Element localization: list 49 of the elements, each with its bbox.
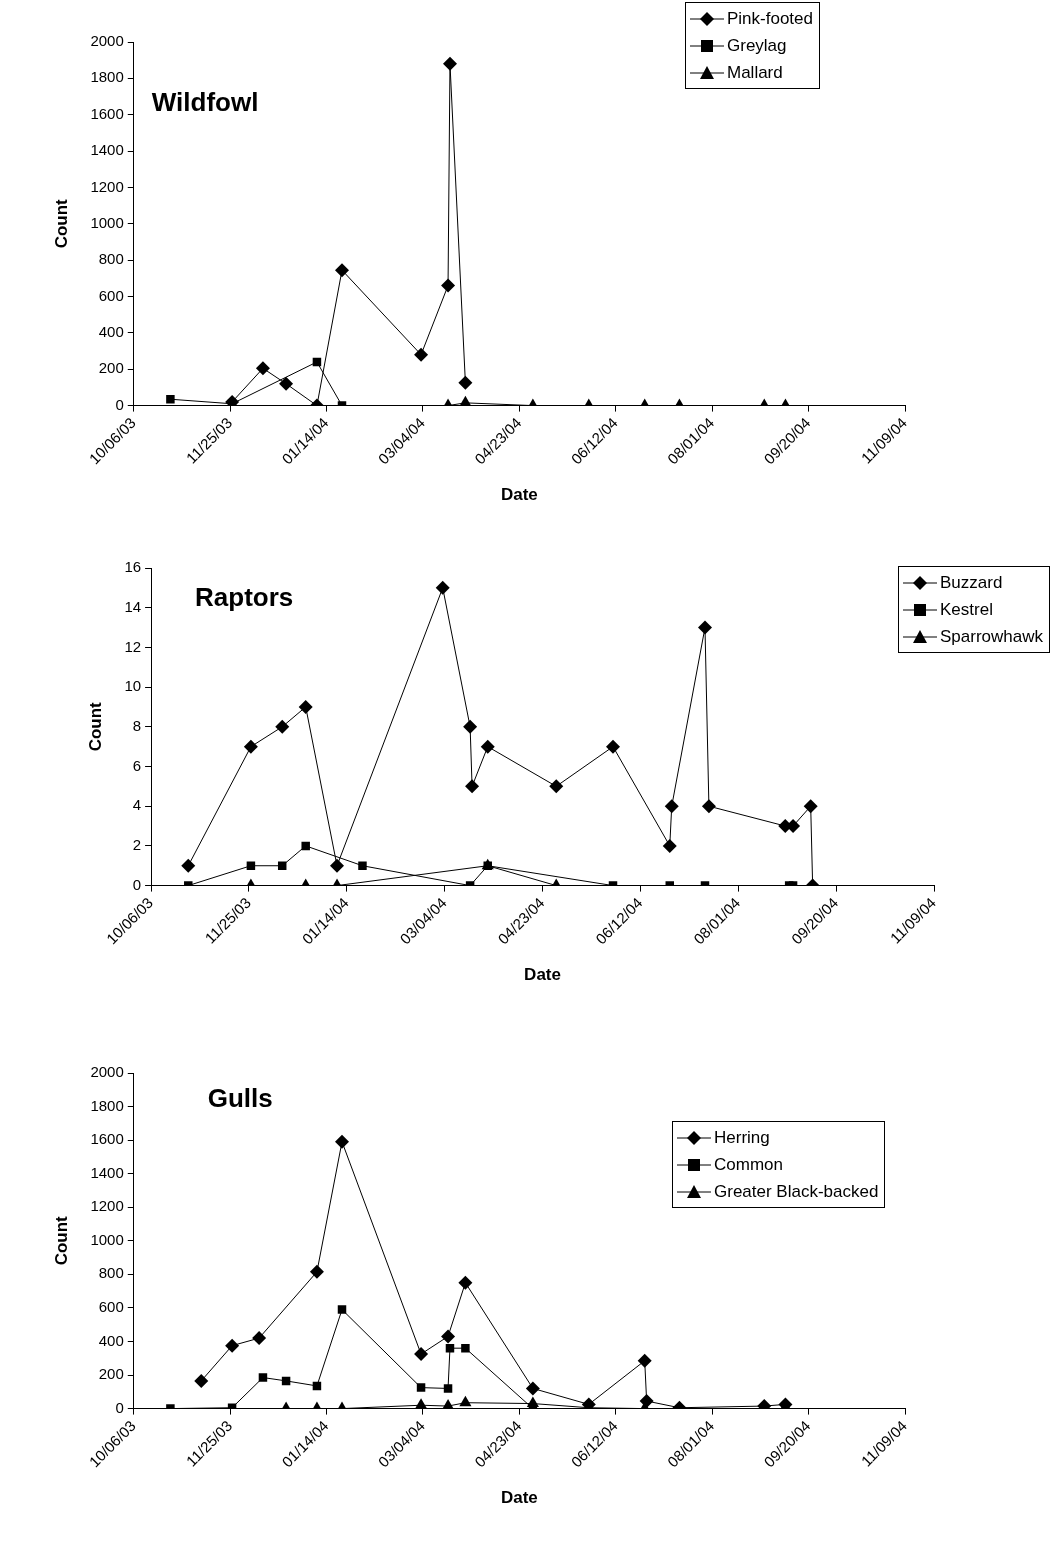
legend-label: Common — [714, 1154, 783, 1175]
y-tick-label: 1800 — [90, 68, 124, 86]
legend-label: Sparrowhawk — [940, 626, 1043, 647]
x-axis-title: Date — [500, 1488, 538, 1508]
y-tick-label: 800 — [98, 250, 124, 268]
legend-label: Greater Black-backed — [714, 1181, 879, 1202]
y-axis-title: Count — [51, 198, 71, 249]
y-tick-label: 4 — [132, 796, 142, 814]
legend-label: Buzzard — [940, 572, 1003, 593]
y-tick-label: 10 — [124, 677, 142, 695]
y-tick-label: 1400 — [90, 1163, 124, 1181]
y-tick-label: 2000 — [90, 32, 124, 50]
legend-label: Kestrel — [940, 599, 993, 620]
y-tick-label: 1200 — [90, 177, 124, 195]
legend-label: Greylag — [727, 35, 787, 56]
y-tick-label: 1200 — [90, 1197, 124, 1215]
y-tick-label: 8 — [132, 716, 142, 734]
legend-label: Herring — [714, 1127, 770, 1148]
y-tick-label: 1400 — [90, 141, 124, 159]
y-tick-label: 16 — [124, 558, 142, 576]
legend-label: Mallard — [727, 62, 783, 83]
x-axis-title: Date — [500, 485, 538, 505]
y-tick-label: 12 — [124, 637, 142, 655]
y-tick-label: 2000 — [90, 1063, 124, 1081]
y-tick-label: 1000 — [90, 213, 124, 231]
y-tick-label: 200 — [98, 359, 124, 377]
y-tick-label: 14 — [124, 597, 142, 615]
y-tick-label: 1000 — [90, 1230, 124, 1248]
y-tick-label: 2 — [132, 836, 142, 854]
text: Wildfowl — [151, 87, 259, 118]
y-axis-title: Count — [85, 701, 105, 752]
y-tick-label: 1800 — [90, 1096, 124, 1114]
y-tick-label: 400 — [98, 1331, 124, 1349]
y-tick-label: 6 — [132, 756, 142, 774]
y-tick-label: 1600 — [90, 1130, 124, 1148]
y-tick-label: 400 — [98, 323, 124, 341]
y-tick-label: 800 — [98, 1264, 124, 1282]
text: Raptors — [195, 582, 294, 613]
y-tick-label: 600 — [98, 1298, 124, 1316]
y-tick-label: 0 — [132, 875, 142, 893]
y-tick-label: 0 — [115, 395, 124, 413]
y-tick-label: 1600 — [90, 104, 124, 122]
y-axis-title: Count — [51, 1215, 71, 1266]
x-axis-title: Date — [524, 965, 561, 985]
y-tick-label: 0 — [115, 1398, 124, 1416]
y-tick-label: 200 — [98, 1365, 124, 1383]
legend-label: Pink-footed — [727, 8, 813, 29]
chart-title: Gulls — [207, 1083, 273, 1114]
y-tick-label: 600 — [98, 286, 124, 304]
